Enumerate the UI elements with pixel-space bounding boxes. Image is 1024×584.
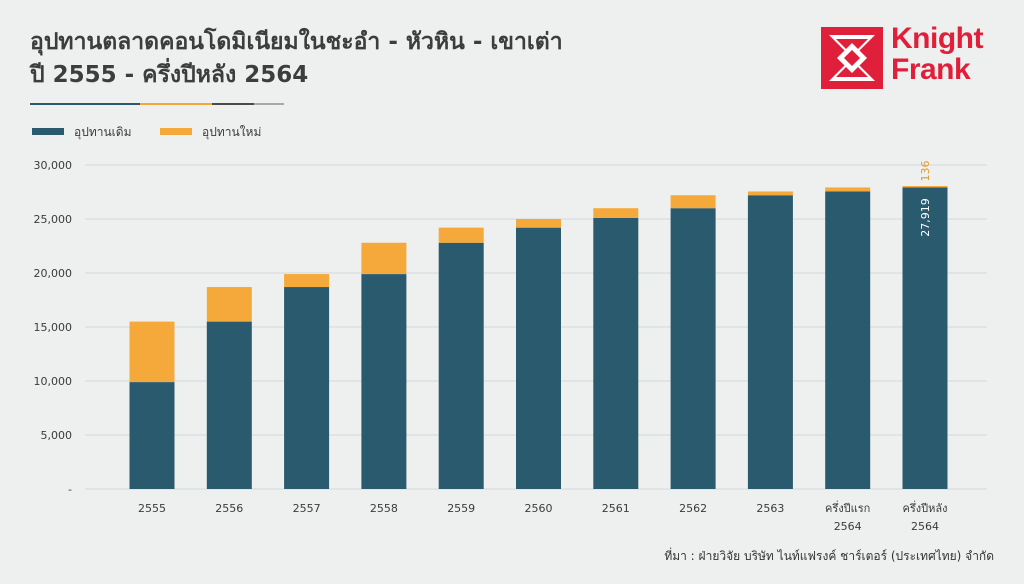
bar-existing — [670, 208, 716, 489]
y-tick-label: 15,000 — [34, 321, 73, 334]
bar-existing — [825, 191, 871, 489]
legend-label-new: อุปทานใหม่ — [202, 125, 262, 139]
bar-existing — [361, 274, 407, 489]
knight-frank-logo: Knight Frank — [821, 23, 991, 91]
title-rule-dark — [212, 103, 254, 105]
bar-existing — [593, 217, 639, 490]
bar-new — [206, 287, 252, 322]
x-tick-label: ครึ่งปีแรก — [825, 500, 870, 515]
bar-new — [593, 208, 639, 218]
bar-new — [747, 191, 793, 196]
bar-existing — [438, 242, 484, 489]
y-tick-label: 20,000 — [34, 267, 73, 280]
bar-new — [902, 186, 948, 188]
x-tick-label: 2557 — [293, 502, 321, 515]
y-tick-label: 25,000 — [34, 213, 73, 226]
data-label-existing: 27,919 — [919, 198, 932, 237]
logo-line-2: Frank — [891, 53, 971, 86]
logo-wordmark: Knight Frank — [891, 23, 983, 85]
chart-title: อุปทานตลาดคอนโดมิเนียมในชะอำ - หัวหิน - … — [30, 26, 563, 92]
bar-existing — [206, 321, 252, 489]
data-label-new: 136 — [919, 161, 932, 182]
x-tick-label: 2563 — [756, 502, 784, 515]
y-tick-label: 10,000 — [34, 375, 73, 388]
y-tick-label: 30,000 — [34, 159, 73, 172]
title-line-2: ปี 2555 - ครึ่งปีหลัง 2564 — [30, 62, 309, 88]
bar-new — [825, 187, 871, 192]
bar-new — [361, 242, 407, 275]
title-rule-orange — [140, 103, 212, 105]
bar-existing — [129, 382, 175, 489]
x-tick-label: 2555 — [138, 502, 166, 515]
legend-label-existing: อุปทานเดิม — [74, 125, 132, 139]
title-rule-grey — [254, 103, 284, 105]
x-tick-label: 2558 — [370, 502, 398, 515]
bar-new — [438, 227, 484, 243]
x-tick-label: 2562 — [679, 502, 707, 515]
x-tick-label: 2559 — [447, 502, 475, 515]
bar-new — [129, 321, 175, 383]
bar-existing — [516, 227, 561, 489]
logo-line-1: Knight — [891, 22, 983, 55]
bar-existing — [284, 287, 330, 489]
x-tick-label: 2560 — [525, 502, 553, 515]
x-tick-label: 2564 — [834, 520, 862, 533]
x-tick-label: 2556 — [215, 502, 243, 515]
bar-existing — [747, 195, 793, 490]
x-tick-label: ครึ่งปีหลัง — [903, 500, 948, 515]
x-tick-label: 2561 — [602, 502, 630, 515]
legend-swatch-existing — [32, 128, 64, 135]
bar-new — [284, 274, 330, 288]
y-tick-label: 5,000 — [41, 429, 73, 442]
legend-swatch-new — [160, 128, 192, 135]
title-rule-teal — [30, 103, 140, 105]
y-tick-label: - — [68, 483, 72, 496]
logo-mark-icon — [821, 27, 883, 89]
source-note: ที่มา : ฝ่ายวิจัย บริษัท ไนท์แฟรงค์ ชาร์… — [664, 549, 994, 563]
bar-new — [670, 195, 716, 209]
title-line-1: อุปทานตลาดคอนโดมิเนียมในชะอำ - หัวหิน - … — [30, 29, 563, 55]
x-tick-label: 2564 — [911, 520, 939, 533]
bar-existing — [902, 187, 948, 489]
bar-new — [516, 219, 561, 228]
